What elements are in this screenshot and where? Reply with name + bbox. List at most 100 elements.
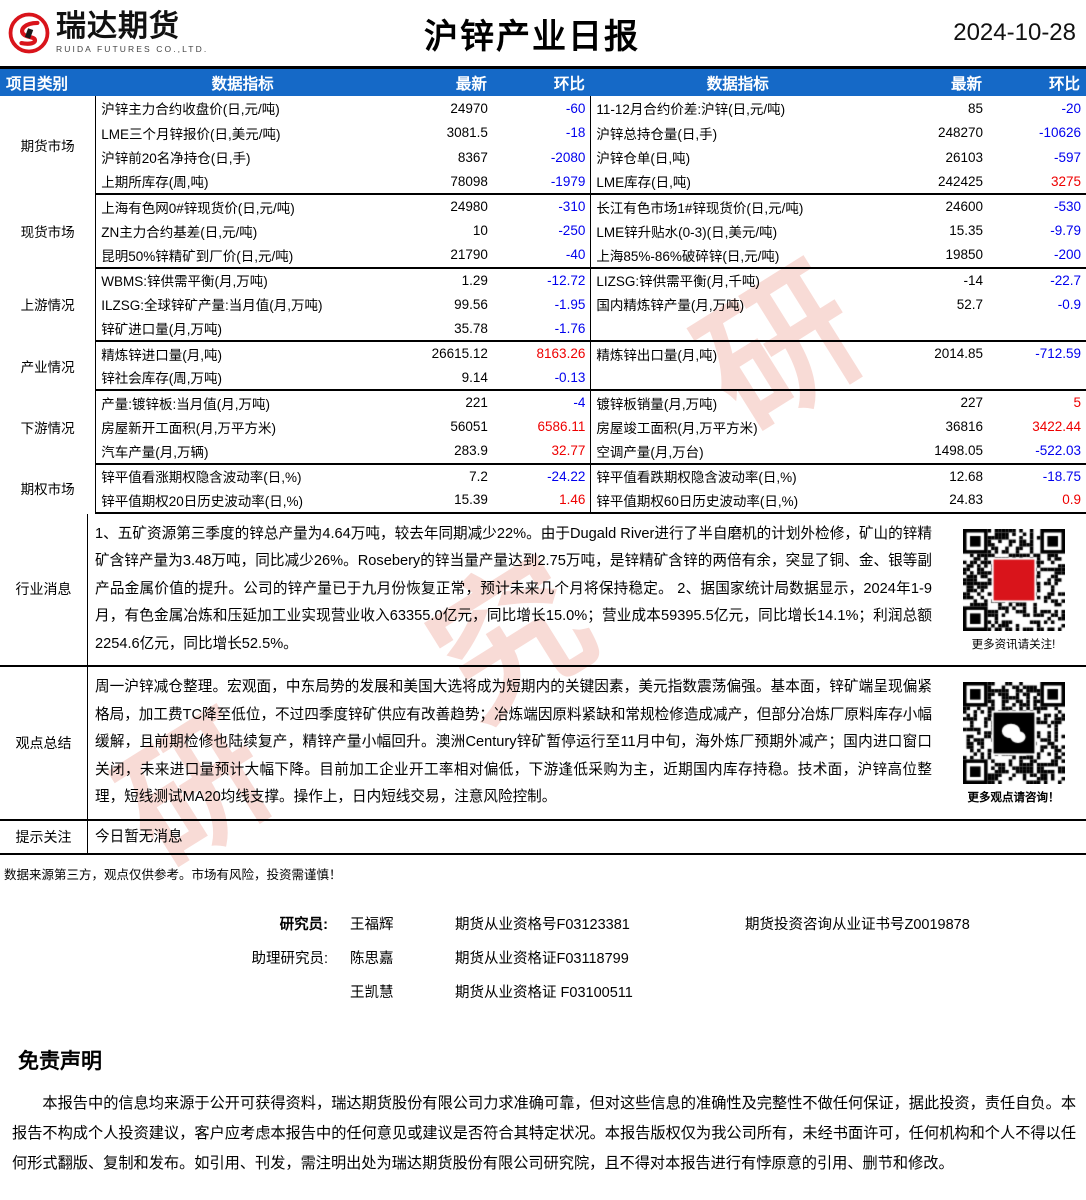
- logo-company-name: 瑞达期货: [56, 9, 180, 45]
- cell-indicator-right: 长江有色市场1#锌现货价(日,元/吨): [590, 194, 885, 219]
- disclaimer-title: 免责声明: [18, 1048, 102, 1073]
- cell-change-right: -18.75: [1042, 468, 1081, 484]
- cell-change-right: -22.7: [1050, 272, 1081, 288]
- cell-latest-left: 78098: [389, 169, 493, 195]
- table-row: LME三个月锌报价(日,美元/吨) 3081.5 -18 沪锌总持仓量(日,手) 248…: [0, 120, 1086, 145]
- table-row: 房屋新开工面积(月,万平方米) 56051 6586.11 房屋竣工面积(月,万平方米…: [0, 414, 1086, 439]
- col-change-right: 环比: [988, 69, 1086, 96]
- view-summary-label: 观点总结: [0, 667, 88, 819]
- cell-indicator-right: 上海85%-86%破碎锌(日,元/吨): [590, 243, 885, 269]
- cell-latest-left: 35.78: [389, 316, 493, 342]
- cell-change-right: [988, 316, 1086, 342]
- logo-company-name-en: RUIDA FUTURES CO.,LTD.: [56, 44, 209, 55]
- row-category: 期货市场: [0, 96, 97, 194]
- table-row: 上游情况 WBMS:锌供需平衡(月,万吨) 1.29 -12.72 LIZSG:锌供需平…: [0, 267, 1086, 341]
- tip-text: 今日暂无消息: [95, 828, 183, 845]
- cell-indicator-right: 空调产量(月,万台): [590, 439, 885, 465]
- cell-change-left: -40: [492, 243, 591, 269]
- cell-latest-left: 1.29: [461, 272, 488, 288]
- page-title: 沪锌产业日报: [424, 16, 640, 57]
- table-row: 汽车产量(月,万辆) 283.9 32.77 空调产量(月,万台) 1498.05 -52…: [0, 439, 1086, 465]
- cell-indicator-left: 汽车产量(月,万辆): [95, 439, 390, 465]
- col-indicator-right: 数据指标: [590, 69, 885, 96]
- table-row: 下游情况 产量:镀锌板:当月值(月,万吨) 221 -4 镀锌板销量(月,万吨) 227 5: [0, 390, 1086, 464]
- industry-news-block: 行业消息 1、五矿资源第三季度的锌总产量为4.64万吨，较去年同期减少22%。由…: [0, 513, 1086, 667]
- cell-indicator-right: 镀锌板销量(月,万吨): [590, 390, 885, 415]
- cell-change-right: -712.59: [1035, 346, 1081, 362]
- cell-change-left: -2080: [550, 149, 586, 165]
- cell-latest-left: 9.14: [389, 365, 493, 391]
- cell-latest-left: 26615.12: [431, 346, 488, 362]
- cell-indicator-right: 国内精炼锌产量(月,万吨): [590, 292, 885, 317]
- cell-indicator-right: 11-12月合约价差:沪锌(日,元/吨): [590, 96, 885, 121]
- document-header: 瑞达期货 RUIDA FUTURES CO.,LTD. 沪锌产业日报 2024-…: [0, 0, 1086, 66]
- table-row: 产业情况 精炼锌进口量(月,吨) 26615.12 8163.26 精炼锌出口量(月,吨…: [0, 341, 1086, 390]
- researcher-role: 助理研究员:: [251, 951, 328, 967]
- cell-latest-left: 283.9: [389, 439, 493, 465]
- cell-change-right: 0.9: [988, 488, 1086, 514]
- col-change-left: 环比: [492, 69, 591, 96]
- cell-indicator-left: 产量:镀锌板:当月值(月,万吨): [101, 396, 270, 412]
- researcher-row: 研究员: 王福辉 期货从业资格号F03123381 期货投资咨询从业证书号Z00198…: [200, 907, 1086, 941]
- view-summary-block: 观点总结 周一沪锌减仓整理。宏观面，中东局势的发展和美国大选将成为短期内的关键因…: [0, 667, 1086, 821]
- cell-change-right: -10626: [1038, 125, 1081, 141]
- cell-latest-right: 248270: [937, 125, 984, 141]
- col-category: 项目类别: [0, 69, 96, 96]
- cell-latest-left: 24980: [450, 199, 488, 215]
- disclaimer-text: 本报告中的信息均来源于公开可获得资料，瑞达期货股份有限公司力求准确可靠，但对这些…: [12, 1094, 1076, 1172]
- cell-indicator-left: 锌社会库存(周,万吨): [95, 365, 390, 391]
- table-row: ZN主力合约基差(日,元/吨) 10 -250 LME锌升贴水(0-3)(日,美元/吨…: [0, 218, 1086, 243]
- cell-change-left: 32.77: [492, 439, 591, 465]
- cell-indicator-left: LME三个月锌报价(日,美元/吨): [101, 126, 281, 142]
- cell-change-left: -4: [573, 395, 586, 411]
- cell-change-left: -60: [565, 100, 586, 116]
- ruida-logo-icon: [8, 12, 50, 54]
- cell-change-right: [988, 365, 1086, 391]
- researcher-cert-secondary: 期货投资咨询从业证书号Z0019878: [745, 917, 970, 933]
- cell-indicator-left: 上期所库存(周,吨): [95, 169, 390, 195]
- cell-latest-right: 227: [960, 395, 984, 411]
- cell-indicator-left: 精炼锌进口量(月,吨): [101, 347, 222, 363]
- cell-latest-left: 7.2: [469, 468, 488, 484]
- source-note: 数据来源第三方，观点仅供参考。市场有风险，投资需谨慎！: [4, 867, 342, 882]
- cell-change-left: -24.22: [547, 468, 586, 484]
- col-latest-left: 最新: [389, 69, 493, 96]
- table-row: 期货市场 沪锌主力合约收盘价(日,元/吨) 24970 -60 11-12月合约价差:沪…: [0, 96, 1086, 194]
- table-row: 锌矿进口量(月,万吨) 35.78 -1.76: [0, 316, 1086, 342]
- industry-news-qr: 更多资讯请关注!: [941, 514, 1086, 666]
- cell-latest-right: 2014.85: [934, 346, 984, 362]
- table-row: 锌社会库存(周,万吨) 9.14 -0.13: [0, 365, 1086, 391]
- table-row: 现货市场 上海有色网0#锌现货价(日,元/吨) 24980 -310 长江有色市场1#锌…: [0, 194, 1086, 268]
- researcher-row: 王凯慧 期货从业资格证 F03100511: [200, 975, 1086, 1009]
- cell-indicator-left: 锌矿进口量(月,万吨): [95, 316, 390, 342]
- cell-indicator-right: 沪锌仓单(日,吨): [590, 145, 885, 170]
- cell-latest-left: 10: [472, 223, 488, 239]
- row-category: 产业情况: [0, 341, 97, 390]
- table-row: ILZSG:全球锌矿产量:当月值(月,万吨) 99.56 -1.95 国内精炼锌产量(…: [0, 292, 1086, 317]
- more-news-qr-code[interactable]: [962, 528, 1065, 631]
- cell-change-left: -310: [558, 199, 586, 215]
- cell-change-left: 6586.11: [537, 419, 586, 435]
- cell-indicator-right: LIZSG:锌供需平衡(月,千吨): [590, 267, 885, 292]
- row-category: 现货市场: [0, 194, 97, 268]
- consult-qr-code[interactable]: [962, 682, 1065, 785]
- cell-latest-right: 52.7: [956, 296, 984, 312]
- cell-change-right: 3422.44: [1032, 419, 1081, 435]
- cell-change-left: -250: [558, 223, 586, 239]
- tip-label: 提示关注: [0, 820, 88, 853]
- cell-indicator-left: 昆明50%锌精矿到厂价(日,元/吨): [95, 243, 390, 269]
- researcher-name: 陈思嘉: [350, 951, 394, 967]
- cell-change-left: -18: [565, 125, 586, 141]
- row-category: 下游情况: [0, 390, 97, 464]
- cell-change-right: -200: [988, 243, 1086, 269]
- cell-latest-left: 221: [465, 395, 488, 411]
- cell-latest-right: 242425: [884, 169, 989, 195]
- researcher-name: 王凯慧: [350, 985, 394, 1001]
- cell-latest-right: [884, 365, 989, 391]
- cell-change-right: -20: [1061, 100, 1081, 116]
- cell-latest-right: 12.68: [949, 468, 984, 484]
- row-category: 期权市场: [0, 463, 97, 513]
- cell-latest-left: 15.39: [389, 488, 493, 514]
- cell-indicator-right: LME库存(日,吨): [590, 169, 885, 195]
- cell-change-right: -0.9: [1057, 296, 1081, 312]
